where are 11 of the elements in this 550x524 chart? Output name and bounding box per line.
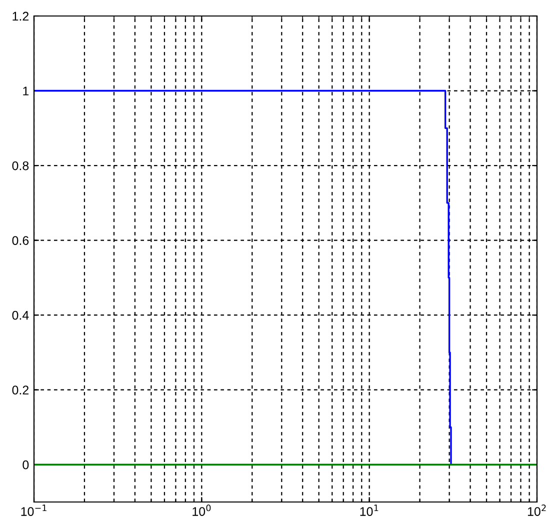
y-tick-label: 0.4 [12,310,29,320]
x-tick-label: 10$^{0}$ [192,504,211,516]
x-tick-label: 10$^{2}$ [528,504,546,516]
y-tick-label: 1.2 [12,12,29,21]
y-tick-label: 1 [23,86,29,96]
y-tick-label: 0.6 [12,236,29,245]
y-tick-label: 0 [22,460,29,470]
x-tick-label: 10$^{1}$ [360,504,378,516]
y-tick-label: 0.2 [12,386,29,394]
x-tick-label: 10$^{−1}$ [21,504,46,516]
y-tick-label: 0.8 [12,161,29,170]
